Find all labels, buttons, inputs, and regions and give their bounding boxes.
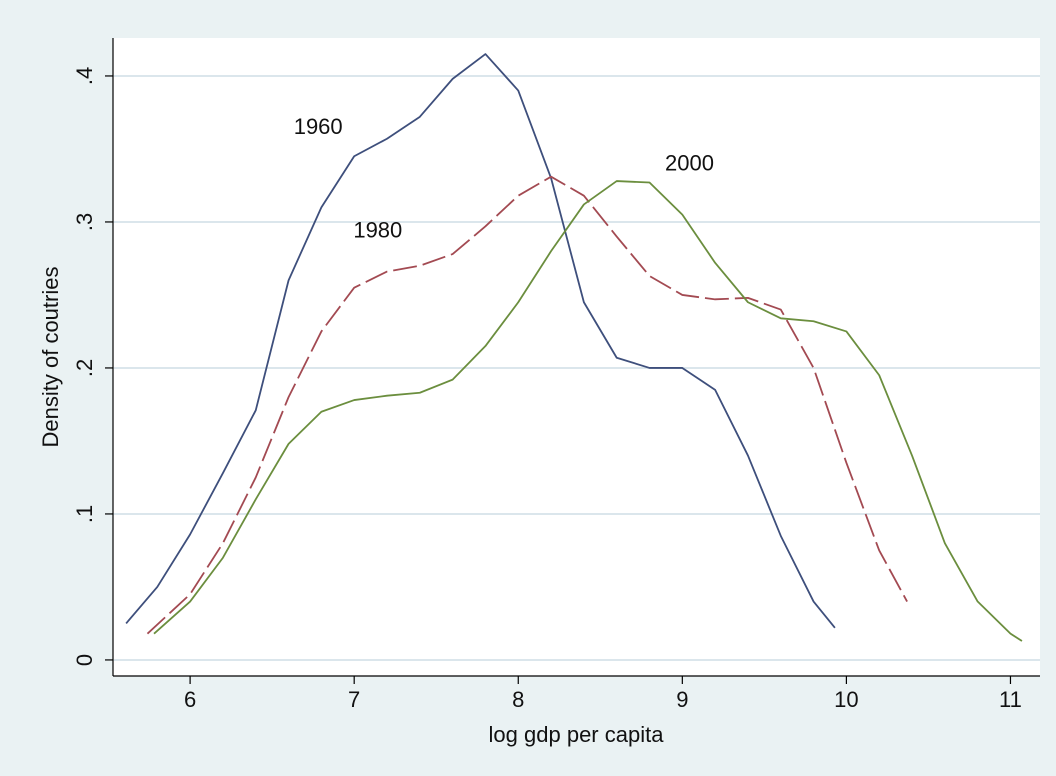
x-tick-label: 6	[184, 687, 196, 712]
series-label: 1960	[294, 114, 343, 139]
series-label: 2000	[665, 150, 714, 175]
x-tick-label: 7	[348, 687, 360, 712]
x-tick-label: 11	[999, 687, 1022, 712]
density-line	[125, 53, 836, 629]
series-label: 1980	[353, 218, 402, 243]
y-tick-label: .3	[72, 213, 97, 231]
y-tick-label: 0	[72, 654, 97, 666]
y-tick-label: .2	[72, 359, 97, 377]
x-tick-label: 9	[676, 687, 688, 712]
density-line	[146, 175, 908, 635]
density-line	[153, 180, 1023, 642]
x-tick-label: 10	[834, 687, 858, 712]
y-axis-title: Density of coutries	[38, 267, 63, 448]
plot-area	[113, 38, 1040, 676]
x-axis-title: log gdp per capita	[489, 722, 665, 747]
y-tick-label: .1	[72, 505, 97, 523]
x-tick-label: 8	[512, 687, 524, 712]
y-tick-label: .4	[72, 67, 97, 85]
